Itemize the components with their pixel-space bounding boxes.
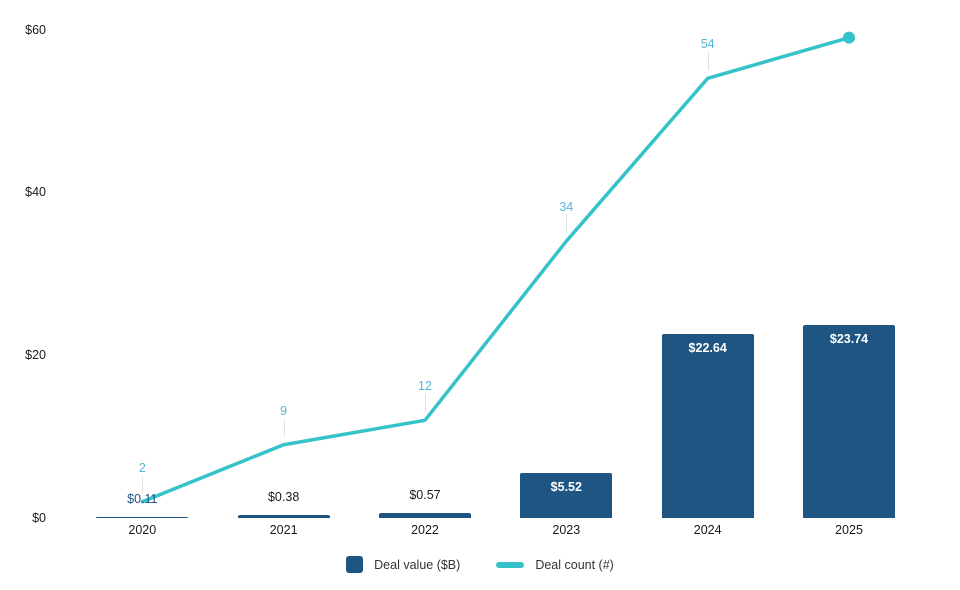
deal-count-legend-label: Deal count (#) — [535, 557, 614, 572]
bar-value-label: $0.11 — [127, 492, 158, 507]
y-axis-tick: $0 — [32, 511, 46, 525]
deal-value-legend-label: Deal value ($B) — [374, 557, 461, 572]
count-leader-line — [707, 52, 709, 71]
legend-item-deal-value: Deal value ($B) — [346, 556, 460, 573]
bar-value-label: $0.38 — [267, 489, 300, 504]
deal-value-bar-2022 — [378, 513, 471, 518]
count-leader-line — [142, 475, 144, 494]
chart-legend: Deal value ($B) Deal count (#) — [0, 556, 960, 573]
deal-count-label: 9 — [280, 403, 288, 418]
line-end-marker — [843, 31, 855, 44]
deal-value-bar-2024 — [661, 333, 754, 518]
deal-value-bar-2021 — [237, 514, 330, 518]
deal-count-label: 34 — [559, 200, 574, 215]
deal-value-swatch — [346, 556, 364, 573]
count-leader-line — [283, 418, 285, 437]
deal-value-bar-2025 — [803, 324, 895, 518]
bar-value-label: $0.57 — [409, 488, 441, 503]
x-axis-label-2020: 2020 — [128, 523, 157, 537]
deal-count-label: 2 — [138, 460, 146, 475]
count-leader-line — [424, 394, 426, 413]
y-axis-tick: $20 — [25, 348, 46, 363]
y-axis-tick: $40 — [25, 185, 46, 200]
deal-count-label: 12 — [418, 379, 432, 394]
bar-value-label: $5.52 — [550, 480, 582, 495]
x-axis-label-2025: 2025 — [835, 523, 863, 537]
deal-count-swatch — [496, 561, 525, 568]
y-axis-tick: $60 — [25, 22, 46, 37]
x-axis-label-2024: 2024 — [693, 523, 722, 537]
deal-count-label: 54 — [700, 37, 715, 52]
x-axis-label-2022: 2022 — [411, 523, 439, 537]
x-axis-label-2021: 2021 — [269, 523, 298, 537]
bar-value-label: $23.74 — [829, 331, 869, 346]
x-axis-label-2023: 2023 — [552, 523, 581, 537]
bar-value-label: $22.64 — [688, 340, 727, 355]
count-leader-line — [566, 215, 568, 234]
deal-value-bar-2020 — [96, 517, 189, 518]
legend-item-deal-count: Deal count (#) — [496, 558, 614, 572]
